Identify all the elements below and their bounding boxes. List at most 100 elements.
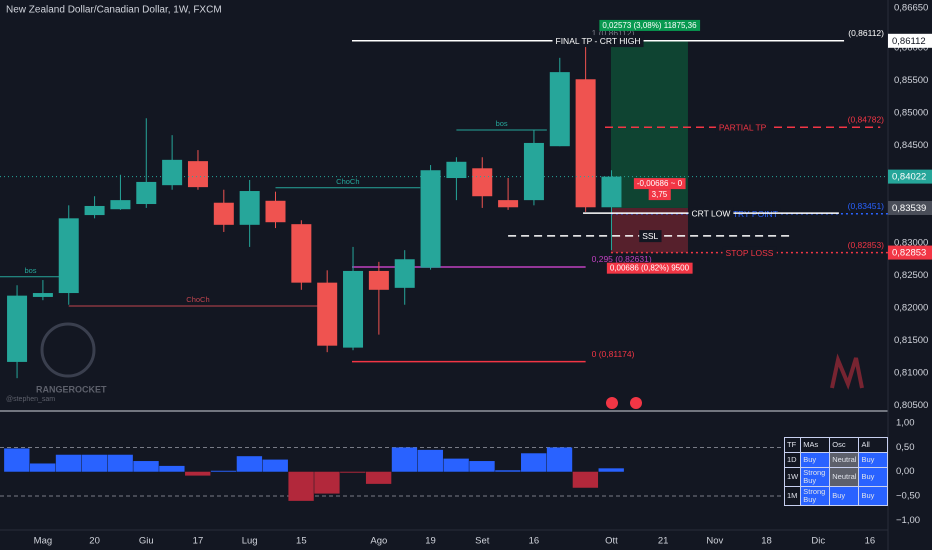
x-tick-label: 21 — [658, 536, 669, 547]
y-tick-label: 0,82000 — [894, 303, 928, 314]
table-header-cell: MAs — [800, 437, 831, 453]
level-value-label: (0,82853) — [848, 240, 885, 250]
price-badge-label: 0,82853 — [892, 248, 926, 259]
candle-body — [601, 176, 622, 208]
indicator-y-tick-label: 1,00 — [896, 418, 915, 429]
label-background — [552, 35, 644, 48]
label-background — [639, 230, 662, 243]
fib-label: 0 (0,81174) — [592, 349, 635, 359]
table-cell: Buy — [829, 486, 860, 506]
candle-body — [32, 293, 53, 297]
x-tick-label: Nov — [706, 536, 723, 547]
indicator-bar — [185, 471, 211, 476]
event-icon[interactable] — [606, 397, 618, 409]
candle-body — [368, 270, 389, 290]
indicator-bar — [236, 456, 263, 472]
label-background — [648, 189, 671, 201]
x-tick-label: 19 — [425, 536, 436, 547]
candle-body — [549, 72, 570, 147]
x-tick-label: 16 — [529, 536, 540, 547]
candle-body — [343, 270, 364, 348]
x-tick-label: Ago — [370, 536, 387, 547]
indicator-bar — [133, 461, 159, 472]
watermark-brand: RANGEROCKET — [36, 384, 107, 394]
y-tick-label: 0,82500 — [894, 270, 928, 281]
candle-body — [136, 181, 157, 205]
candle-body — [213, 202, 234, 225]
candle-body — [575, 79, 596, 208]
candle-body — [7, 295, 28, 362]
indicator-bar — [55, 454, 82, 472]
label-background — [599, 19, 701, 31]
fib-label: 1 (0,86112) — [592, 28, 635, 38]
table-row: 1M Strong Buy Buy Buy — [783, 486, 889, 506]
table-header-cell: All — [858, 437, 889, 453]
y-tick-label: 0,84500 — [894, 140, 928, 151]
candle-body — [162, 159, 183, 186]
x-tick-label: Ott — [605, 536, 618, 547]
label-background — [715, 121, 770, 134]
logo-mark — [40, 322, 96, 378]
candle-body — [317, 282, 338, 346]
indicator-bar — [81, 454, 108, 472]
x-tick-label: 20 — [89, 536, 100, 547]
candle-body — [187, 161, 208, 188]
indicator-bar — [365, 471, 392, 484]
price-badge — [888, 33, 932, 48]
table-cell: Neutral — [829, 452, 860, 468]
indicator-bar — [314, 471, 340, 494]
indicator-bar — [288, 471, 314, 501]
candle-body — [446, 161, 467, 179]
candle-body — [265, 200, 286, 223]
label-background — [688, 207, 734, 220]
target-label: 0,02573 (3,08%) 11875,36 — [602, 21, 697, 30]
candle-body — [498, 200, 519, 208]
indicator-bar — [210, 470, 237, 472]
indicator-bar — [340, 471, 366, 473]
y-tick-label: 0,83000 — [894, 238, 928, 249]
indicator-bar — [521, 453, 547, 472]
y-tick-label: 0,85000 — [894, 108, 928, 119]
table-header-cell: Osc — [829, 437, 860, 453]
label-background — [718, 207, 781, 220]
candle-body — [420, 170, 441, 268]
y-tick-label: 0,81000 — [894, 367, 928, 378]
indicator-bar — [443, 458, 469, 472]
indicator-bar — [546, 447, 573, 472]
x-tick-label: Lug — [242, 536, 258, 547]
indicator-bar — [598, 468, 624, 472]
x-tick-label: Giu — [139, 536, 154, 547]
indicator-bar — [29, 463, 56, 472]
event-icon[interactable] — [630, 397, 642, 409]
price-badge-label: 0,84022 — [892, 172, 926, 183]
table-cell: Buy — [858, 486, 889, 506]
table-cell: Neutral — [829, 467, 860, 487]
label-background — [633, 178, 686, 190]
table-cell: Buy — [858, 452, 889, 468]
indicator-bar — [159, 465, 185, 472]
structure-label: ChoCh — [186, 295, 209, 304]
x-tick-label: 17 — [193, 536, 204, 547]
x-tick-label: Dic — [811, 536, 825, 547]
level-label: STOP LOSS — [726, 248, 774, 258]
price-badge-label: 0,86112 — [892, 36, 926, 47]
indicator-bar — [4, 448, 30, 472]
stop-label: 0,00686 (0,82%) 9500 — [610, 264, 690, 273]
candle-body — [58, 218, 79, 294]
candle-body — [523, 142, 544, 201]
table-cell: 1D — [783, 452, 802, 468]
price-badge — [888, 245, 932, 260]
structure-label: bos — [24, 266, 36, 275]
indicator-bar — [107, 454, 133, 472]
indicator-y-tick-label: 0,00 — [896, 466, 915, 477]
indicator-bar — [469, 461, 495, 472]
x-tick-label: 16 — [865, 536, 876, 547]
ratio-label: 3,75 — [652, 190, 668, 199]
level-label: SSL — [642, 231, 658, 241]
table-row: 1W Strong Buy Neutral Buy — [783, 467, 889, 487]
table-cell: Strong Buy — [800, 467, 831, 487]
indicator-y-tick-label: −0,50 — [896, 491, 920, 502]
